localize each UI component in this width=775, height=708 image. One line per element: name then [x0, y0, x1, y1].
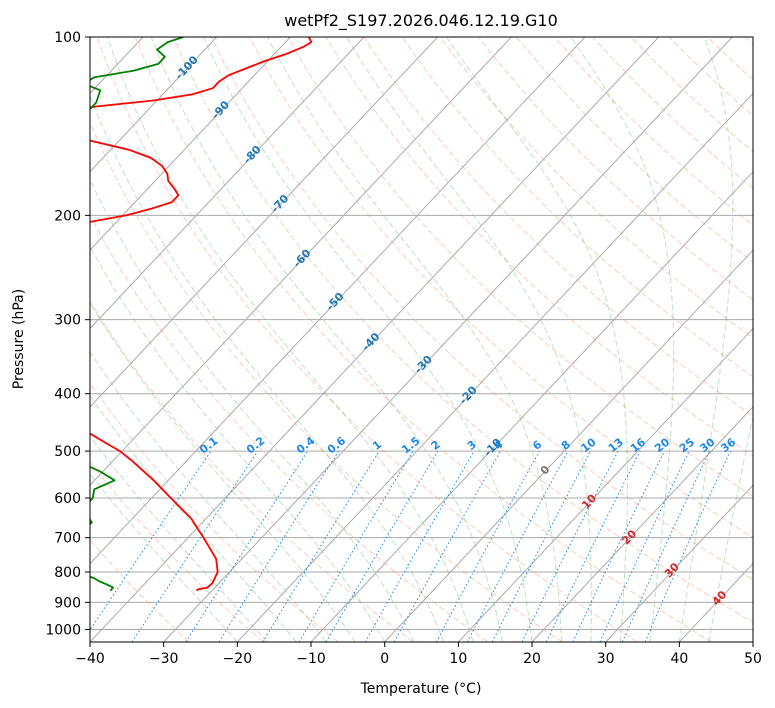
profile-lines: [90, 37, 313, 592]
x-tick-label: 10: [449, 651, 467, 667]
y-tick-label: 200: [54, 208, 81, 224]
moist-adiabat-line: [90, 178, 415, 642]
x-tick-label: −20: [223, 651, 253, 667]
y-axis-label: Pressure (hPa): [11, 289, 27, 389]
dry-adiabat-line: [172, 37, 753, 624]
isotherm-line: [384, 249, 753, 642]
moist-adiabat-line: [203, 37, 533, 642]
mixing-ratio-line: [545, 450, 641, 642]
isotherm-line: [90, 37, 586, 565]
x-tick-label: 0: [380, 651, 389, 667]
x-tick-label: −10: [296, 651, 326, 667]
x-axis-label: Temperature (°C): [360, 681, 482, 697]
moist-adiabat-line: [90, 350, 327, 642]
isotherm-line: [163, 37, 733, 642]
mixing-ratio-line: [393, 450, 502, 642]
dry-adiabat-line: [211, 37, 753, 581]
dry-adiabats: [90, 37, 753, 642]
isotherm-line: [90, 37, 218, 173]
x-tick-label: −30: [149, 651, 179, 667]
moist-adiabat-line: [90, 394, 297, 642]
mixing-ratio-line: [621, 450, 711, 642]
x-tick-label: −40: [75, 651, 105, 667]
moist-adiabat-line: [346, 37, 592, 642]
mixing-ratio-line: [131, 450, 259, 642]
moist-adiabat-line: [90, 301, 356, 642]
moist-adiabat-line: [150, 37, 504, 642]
dry-adiabat-line: [401, 37, 753, 378]
isotherm-line: [90, 37, 365, 330]
isotherm-line: [605, 484, 753, 642]
isotherm-line: [457, 327, 753, 642]
dry-adiabat-line: [478, 37, 753, 301]
y-tick-label: 900: [54, 595, 81, 611]
mixing-ratio-line: [90, 450, 212, 631]
mixing-ratio-line: [521, 450, 619, 642]
mixing-ratio-lines: [90, 450, 731, 642]
dry-adiabat-line: [90, 214, 488, 642]
dry-adiabat-line: [96, 37, 638, 642]
moist-adiabat-line: [266, 37, 562, 642]
x-tick-label: 40: [670, 651, 688, 667]
mixing-ratio-line: [644, 450, 731, 642]
dry-adiabat-line: [90, 121, 563, 642]
y-tick-label: 100: [54, 30, 81, 46]
moist-adiabat-line: [90, 94, 445, 642]
isotherm-line: [236, 92, 753, 642]
mixing-ratio-line: [185, 450, 309, 642]
mixing-ratio-line: [262, 450, 380, 642]
y-tick-label: 400: [54, 387, 81, 403]
isotherm-line: [310, 171, 753, 642]
isotherm-line: [90, 37, 291, 251]
moist-adiabat-line: [678, 37, 734, 642]
mixing-ratio-line: [435, 450, 540, 642]
plot-background: [90, 37, 753, 642]
isotherm-line: [752, 641, 753, 642]
moist-adiabat-line: [107, 37, 474, 642]
dry-adiabat-line: [90, 461, 264, 642]
moist-adiabat-line: [570, 37, 675, 642]
temperature-profile-line: [90, 37, 313, 592]
y-tick-label: 1000: [45, 622, 81, 638]
chart-title: wetPf2_S197.2026.046.12.19.G10: [284, 11, 558, 31]
dry-adiabat-line: [134, 37, 713, 642]
dry-adiabat-line: [363, 37, 753, 417]
y-tick-label: 500: [54, 444, 81, 460]
y-tick-label: 700: [54, 531, 81, 547]
isotherm-line: [90, 37, 512, 486]
y-tick-label: 800: [54, 565, 81, 581]
isotherm-line: [90, 37, 439, 408]
isotherm-line: [90, 37, 660, 642]
x-tick-label: 20: [523, 651, 541, 667]
dry-adiabat-line: [325, 37, 753, 457]
dry-adiabat-line: [249, 37, 753, 539]
moist-adiabat-line: [90, 245, 386, 642]
moist-adiabat-line: [446, 37, 628, 642]
axes-ticks: −40 −30 −20 −10 0 10 20 30 40 50 100 200 300 400 500 60…: [45, 30, 762, 667]
moist-adiabat-line: [90, 435, 268, 642]
isotherm-line: [531, 406, 753, 642]
moist-adiabats: [90, 37, 753, 642]
x-tick-label: 30: [597, 651, 615, 667]
moist-adiabat-line: [90, 473, 238, 642]
x-tick-label: 50: [744, 651, 762, 667]
y-tick-label: 300: [54, 313, 81, 329]
moist-adiabat-line: [708, 414, 753, 642]
plot-frame: [89, 36, 754, 643]
y-tick-label: 600: [54, 491, 81, 507]
dry-adiabat-line: [439, 37, 753, 339]
